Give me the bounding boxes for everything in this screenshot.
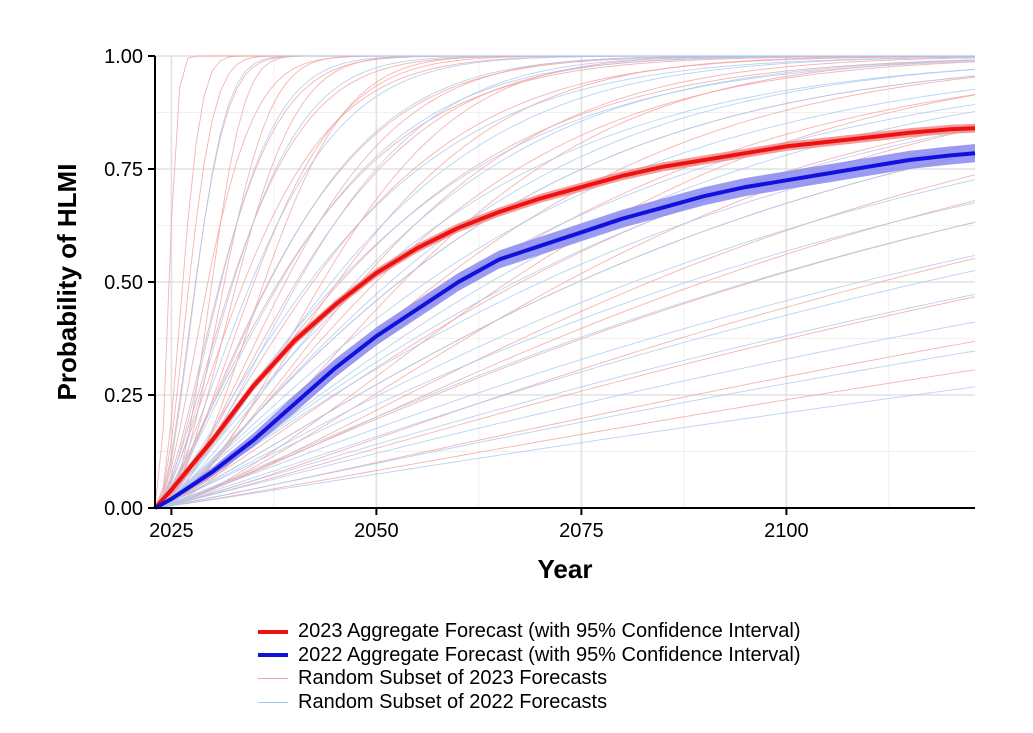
legend-key-2022-subset [258, 701, 288, 703]
random-2022-forecast-line [154, 321, 976, 509]
random-2022-forecast-line [154, 60, 976, 509]
x-tick-label: 2025 [149, 520, 194, 542]
confidence-bands [155, 123, 975, 509]
legend-item: 2022 Aggregate Forecast (with 95% Confid… [258, 644, 801, 668]
random-2023-forecast-line [154, 55, 976, 509]
random-2022-forecast-line [154, 68, 976, 509]
legend-key-2022-aggregate [258, 653, 288, 658]
aggregate-lines [153, 126, 976, 510]
y-tick-label: 0.00 [104, 498, 143, 520]
aggregate-line-2022 [154, 151, 976, 510]
random-2023-forecast-line [154, 257, 976, 509]
random-2023-forecast-line [154, 200, 976, 509]
random-2022-forecast-line [154, 386, 976, 509]
random-2023-forecast-line [154, 124, 976, 509]
legend-key-2023-aggregate [258, 629, 288, 634]
random-2022-forecast-line [154, 179, 976, 509]
y-tick-label: 0.75 [104, 159, 143, 181]
legend-label: 2023 Aggregate Forecast (with 95% Confid… [298, 620, 801, 643]
y-tick-label: 0.25 [104, 385, 143, 407]
hlmi-chart: 0.00 0.25 0.50 0.75 1.00 2025 2050 2075 2100 Yea… [52, 46, 976, 584]
random-2022-forecast-line [154, 56, 975, 509]
random-2022-forecast-line [154, 88, 976, 509]
random-2023-forecast-line [154, 94, 976, 509]
x-tick-label: 2050 [354, 520, 399, 542]
random-2023-forecast-line [154, 94, 976, 509]
legend-item: Random Subset of 2023 Forecasts [258, 667, 801, 691]
random-2022-forecast-line [154, 350, 976, 509]
random-2022-forecast-line [154, 254, 976, 509]
random-2022-forecast-line [154, 55, 975, 509]
random-2022-forecast-line [154, 75, 976, 509]
random-2022-forecast-line [154, 128, 976, 509]
y-axis-title: Probability of HLMI [52, 164, 82, 401]
random-2023-forecast-line [154, 174, 976, 509]
legend-item: Random Subset of 2022 Forecasts [258, 691, 801, 715]
legend: 2023 Aggregate Forecast (with 95% Confid… [258, 620, 801, 714]
random-2022-forecast-line [154, 293, 976, 509]
aggregate-line-2023 [153, 126, 976, 510]
random-2022-forecast-line [154, 68, 976, 509]
y-tick-label: 0.50 [104, 272, 143, 294]
ci-band-2023 [155, 123, 975, 509]
random-2023-forecast-line [154, 57, 976, 509]
y-tick-label: 1.00 [104, 46, 143, 68]
random-2023-forecast-line [154, 61, 976, 509]
legend-label: Random Subset of 2022 Forecasts [298, 690, 608, 713]
x-tick-label: 2100 [764, 520, 809, 542]
legend-key-2023-subset [258, 678, 288, 680]
x-axis-title: Year [538, 554, 593, 584]
random-2022-forecast-line [154, 153, 976, 509]
random-2023-forecast-line [154, 296, 976, 509]
random-2023-forecast-line [154, 221, 976, 509]
tick-labels: 0.00 0.25 0.50 0.75 1.00 2025 2050 2075 2100 [104, 46, 809, 542]
legend-item: 2023 Aggregate Forecast (with 95% Confid… [258, 620, 801, 644]
legend-label: 2022 Aggregate Forecast (with 95% Confid… [298, 643, 801, 666]
x-tick-label: 2075 [559, 520, 604, 542]
random-2022-forecast-line [154, 221, 976, 509]
random-2022-forecast-line [154, 202, 976, 509]
random-2023-forecast-line [154, 369, 976, 509]
legend-label: Random Subset of 2023 Forecasts [298, 667, 608, 690]
random-2022-forecast-line [154, 270, 976, 509]
